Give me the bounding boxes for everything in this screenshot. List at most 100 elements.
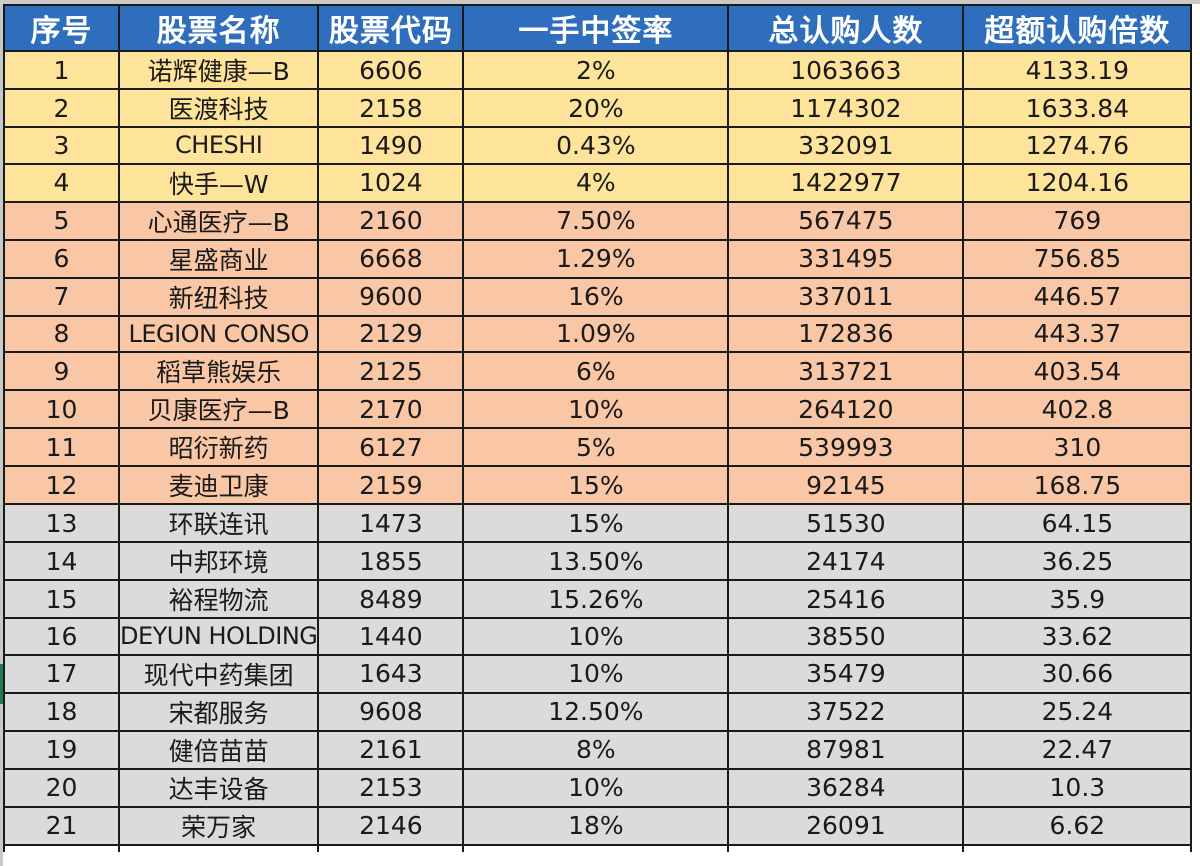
stock-name-cell[interactable]: CHESHI	[117, 126, 320, 165]
total-subscribers-cell[interactable]: 24174	[727, 541, 965, 582]
index-cell[interactable]: 3	[3, 126, 120, 165]
oversubscription-cell[interactable]: 10.3	[962, 767, 1193, 808]
stock-name-cell[interactable]: 稻草熊娱乐	[117, 351, 320, 392]
lot-win-rate-cell[interactable]: 1.09%	[462, 314, 730, 354]
total-subscribers-cell[interactable]: 51530	[727, 503, 965, 544]
lot-win-rate-cell[interactable]: 20%	[462, 88, 730, 128]
oversubscription-cell[interactable]: 25.24	[962, 691, 1193, 732]
oversubscription-cell[interactable]: 64.15	[962, 503, 1193, 544]
stock-code-cell[interactable]: 1490	[317, 126, 465, 165]
oversubscription-cell[interactable]: 4133.19	[962, 50, 1193, 90]
oversubscription-cell[interactable]: 446.57	[962, 276, 1193, 317]
stock-name-cell[interactable]: 昭衍新药	[117, 427, 320, 468]
stock-code-cell[interactable]: 9608	[317, 691, 465, 732]
index-cell[interactable]: 9	[3, 351, 120, 392]
index-cell[interactable]: 17	[3, 653, 120, 694]
stock-code-cell[interactable]: 1643	[317, 653, 465, 694]
total-subscribers-cell[interactable]: 337011	[727, 276, 965, 317]
lot-win-rate-cell[interactable]: 13.50%	[462, 541, 730, 582]
oversubscription-cell[interactable]: 769	[962, 200, 1193, 241]
stock-code-cell[interactable]: 2125	[317, 351, 465, 392]
stock-code-cell[interactable]: 2129	[317, 314, 465, 354]
header-stock-name[interactable]: 股票名称	[117, 4, 320, 52]
index-cell[interactable]: 16	[3, 617, 120, 656]
total-subscribers-cell[interactable]: 92145	[727, 465, 965, 506]
stock-code-cell[interactable]: 2158	[317, 88, 465, 128]
header-oversubscription[interactable]: 超额认购倍数	[962, 4, 1193, 52]
stock-code-cell[interactable]: 6127	[317, 427, 465, 468]
index-cell[interactable]: 1	[3, 50, 120, 90]
lot-win-rate-cell[interactable]: 4%	[462, 162, 730, 203]
oversubscription-cell[interactable]: 33.62	[962, 617, 1193, 656]
total-subscribers-cell[interactable]: 26091	[727, 805, 965, 846]
lot-win-rate-cell[interactable]: 16%	[462, 276, 730, 317]
header-total-subscribers[interactable]: 总认购人数	[727, 4, 965, 52]
lot-win-rate-cell[interactable]: 7.50%	[462, 200, 730, 241]
total-subscribers-cell[interactable]: 264120	[727, 389, 965, 430]
total-subscribers-cell[interactable]: 332091	[727, 126, 965, 165]
stock-name-cell[interactable]: 环联连讯	[117, 503, 320, 544]
index-cell[interactable]: 14	[3, 541, 120, 582]
lot-win-rate-cell[interactable]: 10%	[462, 389, 730, 430]
lot-win-rate-cell[interactable]: 15%	[462, 465, 730, 506]
oversubscription-cell[interactable]: 402.8	[962, 389, 1193, 430]
lot-win-rate-cell[interactable]: 10%	[462, 767, 730, 808]
total-subscribers-cell[interactable]: 38550	[727, 617, 965, 656]
oversubscription-cell[interactable]: 36.25	[962, 541, 1193, 582]
lot-win-rate-cell[interactable]: 8%	[462, 729, 730, 770]
index-cell[interactable]: 12	[3, 465, 120, 506]
stock-code-cell[interactable]: 1024	[317, 162, 465, 203]
oversubscription-cell[interactable]: 6.62	[962, 805, 1193, 846]
header-stock-code[interactable]: 股票代码	[317, 4, 465, 52]
index-cell[interactable]: 13	[3, 503, 120, 544]
stock-code-cell[interactable]: 6668	[317, 238, 465, 279]
stock-code-cell[interactable]: 9600	[317, 276, 465, 317]
lot-win-rate-cell[interactable]: 15.26%	[462, 579, 730, 620]
stock-code-cell[interactable]: 2159	[317, 465, 465, 506]
lot-win-rate-cell[interactable]: 10%	[462, 617, 730, 656]
stock-code-cell[interactable]: 2153	[317, 767, 465, 808]
stock-code-cell[interactable]: 1855	[317, 541, 465, 582]
stock-code-cell[interactable]: 2160	[317, 200, 465, 241]
index-cell[interactable]: 19	[3, 729, 120, 770]
stock-name-cell[interactable]: 贝康医疗—B	[117, 389, 320, 430]
total-subscribers-cell[interactable]: 539993	[727, 427, 965, 468]
stock-code-cell[interactable]: 8489	[317, 579, 465, 620]
oversubscription-cell[interactable]: 756.85	[962, 238, 1193, 279]
stock-code-cell[interactable]: 1473	[317, 503, 465, 544]
index-cell[interactable]: 21	[3, 805, 120, 846]
oversubscription-cell[interactable]: 22.47	[962, 729, 1193, 770]
lot-win-rate-cell[interactable]: 0.43%	[462, 126, 730, 165]
oversubscription-cell[interactable]: 30.66	[962, 653, 1193, 694]
lot-win-rate-cell[interactable]: 6%	[462, 351, 730, 392]
empty-cell[interactable]	[317, 843, 465, 852]
stock-name-cell[interactable]: 健倍苗苗	[117, 729, 320, 770]
stock-name-cell[interactable]: 达丰设备	[117, 767, 320, 808]
index-cell[interactable]: 6	[3, 238, 120, 279]
oversubscription-cell[interactable]: 403.54	[962, 351, 1193, 392]
empty-cell[interactable]	[117, 843, 320, 852]
oversubscription-cell[interactable]: 168.75	[962, 465, 1193, 506]
stock-code-cell[interactable]: 1440	[317, 617, 465, 656]
total-subscribers-cell[interactable]: 36284	[727, 767, 965, 808]
empty-cell[interactable]	[462, 843, 730, 852]
stock-name-cell[interactable]: 现代中药集团	[117, 653, 320, 694]
stock-name-cell[interactable]: 星盛商业	[117, 238, 320, 279]
total-subscribers-cell[interactable]: 1174302	[727, 88, 965, 128]
lot-win-rate-cell[interactable]: 12.50%	[462, 691, 730, 732]
empty-cell[interactable]	[962, 843, 1193, 852]
stock-name-cell[interactable]: 荣万家	[117, 805, 320, 846]
stock-name-cell[interactable]: 麦迪卫康	[117, 465, 320, 506]
lot-win-rate-cell[interactable]: 2%	[462, 50, 730, 90]
stock-name-cell[interactable]: 宋都服务	[117, 691, 320, 732]
index-cell[interactable]: 10	[3, 389, 120, 430]
stock-name-cell[interactable]: DEYUN HOLDING	[117, 617, 320, 656]
stock-name-cell[interactable]: 医渡科技	[117, 88, 320, 128]
lot-win-rate-cell[interactable]: 10%	[462, 653, 730, 694]
stock-name-cell[interactable]: 诺辉健康—B	[117, 50, 320, 90]
stock-code-cell[interactable]: 2161	[317, 729, 465, 770]
lot-win-rate-cell[interactable]: 15%	[462, 503, 730, 544]
stock-code-cell[interactable]: 2170	[317, 389, 465, 430]
oversubscription-cell[interactable]: 1204.16	[962, 162, 1193, 203]
oversubscription-cell[interactable]: 35.9	[962, 579, 1193, 620]
